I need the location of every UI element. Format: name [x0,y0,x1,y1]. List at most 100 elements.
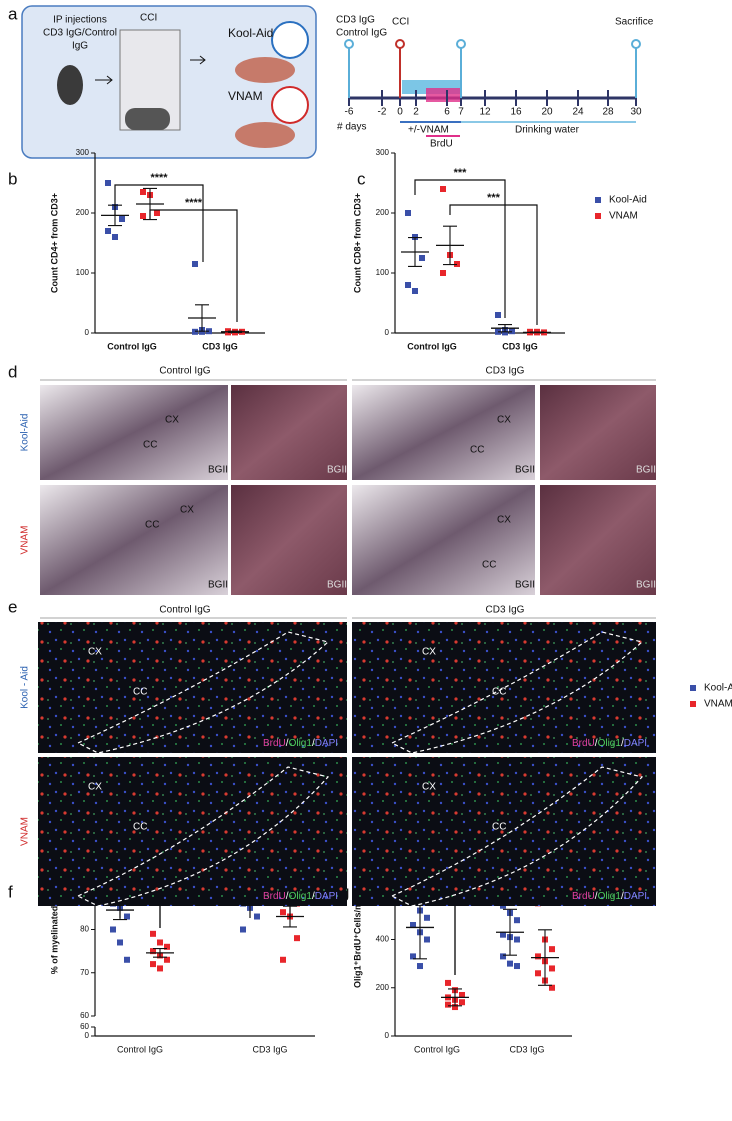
stain-part: / [312,891,315,902]
cc-outline [390,766,644,907]
data-point [254,913,260,920]
label: CCI [392,17,409,28]
y-tick-label: 100 [76,268,90,277]
column-header: Control IgG [159,366,210,377]
stain-part: Olig1 [598,891,622,902]
data-point [280,909,286,916]
column-header: CD3 IgG [486,366,525,377]
label: Drinking water [515,125,580,136]
label: BrdU [430,139,453,150]
data-point [280,956,286,963]
region-label: CC [133,687,147,698]
stain-part: DAPI [315,891,338,902]
day-label: 6 [444,107,450,118]
drink-bubble [271,86,309,124]
data-point [410,922,416,929]
column-header: CD3 IgG [486,605,525,616]
data-point [502,329,508,336]
significance-label: *** [487,192,501,204]
error-bar [153,947,167,958]
stain-label: BGII [327,465,347,476]
stain-part: DAPI [315,738,338,749]
label: +/-VNAM [408,125,449,136]
label: Kool-Aid [228,26,273,40]
data-point [452,1004,458,1011]
label: CD3 IgG [336,15,375,26]
stain-part: BrdU [263,891,286,902]
row-label: Kool - Aid [20,666,31,709]
label: CD3 IgG/Control [43,28,117,39]
error-bar [228,330,242,333]
brdu-window [426,88,460,102]
y-tick-label: 200 [376,983,390,992]
stain-label: BGII [208,465,228,476]
stain-label: BrdU/Olig1/DAPI [572,891,647,902]
data-point [445,1001,451,1008]
region-label: CX [422,647,436,658]
region-label: CX [180,505,194,516]
data-point [535,953,541,960]
data-point [124,913,130,920]
stain-label: BrdU/Olig1/DAPI [263,738,338,749]
data-point [150,930,156,937]
drink-bubble [271,21,309,59]
region-label: CX [165,415,179,426]
data-point [440,270,446,276]
y-axis-label: Count CD4+ from CD3+ [49,193,59,293]
data-point [509,328,515,335]
rat-icon [125,108,170,130]
panel-label: a [8,4,18,23]
data-point [110,926,116,933]
day-label: 0 [397,107,403,118]
row-label: VNAM [20,817,31,846]
y-tick-label: 70 [80,968,89,977]
region-label: CX [88,782,102,793]
label: VNAM [228,89,263,103]
day-label: 12 [479,107,491,118]
significance-bracket [414,179,506,318]
micrograph [352,385,535,480]
region-label: CX [497,515,511,526]
legend-entry: VNAM [609,211,638,222]
stain-part: / [595,891,598,902]
data-point [140,189,146,195]
data-point [164,943,170,950]
x-tick-label: CD3 IgG [509,1044,544,1054]
label: Sacrifice [615,17,654,28]
x-tick-label: Control IgG [117,1044,163,1054]
stain-label: BGII [208,580,228,591]
micrograph [540,485,656,595]
y-tick-label: 0 [85,328,90,337]
marker-pin [456,39,466,49]
data-point [294,935,300,942]
day-label: 2 [413,107,419,118]
data-point [500,953,506,960]
y-axis-label: Count CD8+ from CD3+ [352,193,362,293]
data-point [192,261,198,267]
y-tick-label: 60 [80,1022,89,1031]
x-tick-label: CD3 IgG [502,341,538,351]
stain-part: DAPI [624,891,647,902]
region-label: CC [492,687,506,698]
legend-swatch [595,197,601,203]
label: IP injections [53,15,107,26]
region-label: CC [143,440,157,451]
significance-bracket [449,204,538,325]
stain-part: BrdU [263,738,286,749]
stain-part: / [621,738,624,749]
data-point [405,210,411,216]
significance-bracket [114,184,204,262]
data-point [424,936,430,943]
x-tick-label: Control IgG [107,341,157,351]
data-point [454,261,460,267]
stain-part: / [286,891,289,902]
error-bar [195,304,209,332]
region-label: CX [422,782,436,793]
day-label: 28 [602,107,614,118]
region-label: CC [145,520,159,531]
data-point [459,991,465,998]
micrograph [40,385,228,480]
significance-label: **** [150,172,168,184]
